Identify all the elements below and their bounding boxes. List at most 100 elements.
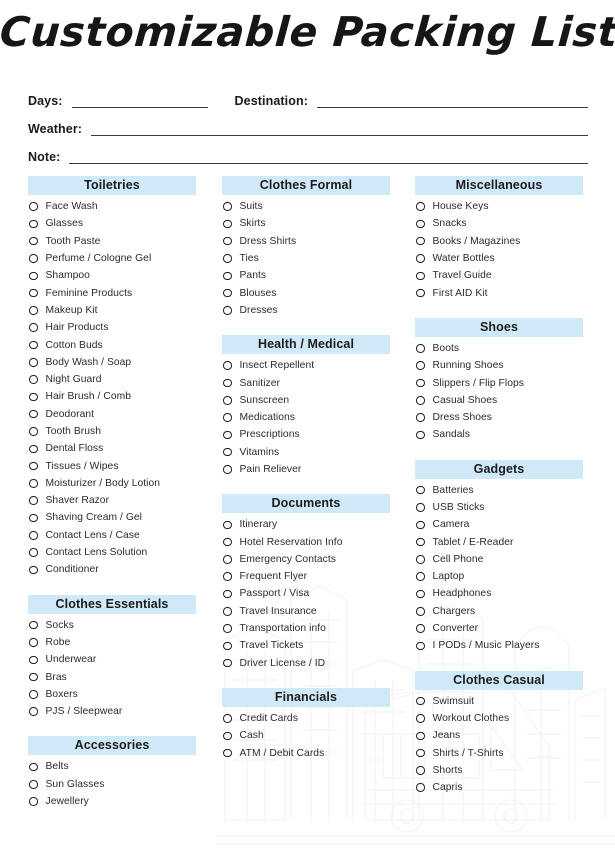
- checkbox-circle-icon[interactable]: [416, 731, 425, 741]
- list-item[interactable]: Casual Shoes: [415, 392, 583, 409]
- list-item[interactable]: Body Wash / Soap: [28, 354, 196, 371]
- list-item[interactable]: Medications: [222, 409, 390, 426]
- list-item[interactable]: Robe: [28, 634, 196, 651]
- checkbox-circle-icon[interactable]: [223, 465, 232, 474]
- checkbox-circle-icon[interactable]: [416, 254, 425, 263]
- list-item[interactable]: House Keys: [415, 198, 583, 215]
- list-item[interactable]: Skirts: [222, 215, 390, 232]
- checkbox-circle-icon[interactable]: [416, 572, 425, 581]
- checkbox-circle-icon[interactable]: [223, 271, 232, 281]
- list-item[interactable]: Boots: [415, 340, 583, 357]
- list-item[interactable]: Jeans: [415, 727, 583, 744]
- list-item[interactable]: Camera: [415, 516, 583, 533]
- list-item[interactable]: Driver License / ID: [222, 655, 390, 672]
- days-input[interactable]: [71, 96, 208, 108]
- list-item[interactable]: Makeup Kit: [28, 302, 196, 319]
- list-item[interactable]: Books / Magazines: [415, 233, 583, 250]
- list-item[interactable]: Contact Lens / Case: [28, 527, 196, 544]
- list-item[interactable]: Pain Reliever: [222, 461, 390, 478]
- checkbox-circle-icon[interactable]: [416, 344, 425, 353]
- list-item[interactable]: ATM / Debit Cards: [222, 744, 390, 761]
- list-item[interactable]: Night Guard: [28, 371, 196, 388]
- checkbox-circle-icon[interactable]: [29, 427, 38, 436]
- list-item[interactable]: Pants: [222, 267, 390, 284]
- list-item[interactable]: Conditioner: [28, 561, 196, 578]
- list-item[interactable]: Boxers: [28, 686, 196, 703]
- checkbox-circle-icon[interactable]: [416, 288, 425, 298]
- list-item[interactable]: Transportation info: [222, 620, 390, 637]
- note-input[interactable]: [69, 152, 588, 164]
- list-item[interactable]: Swimsuit: [415, 693, 583, 710]
- checkbox-circle-icon[interactable]: [416, 361, 425, 370]
- checkbox-circle-icon[interactable]: [416, 485, 425, 495]
- list-item[interactable]: Underwear: [28, 651, 196, 668]
- checkbox-circle-icon[interactable]: [29, 513, 38, 523]
- checkbox-circle-icon[interactable]: [416, 236, 425, 246]
- checkbox-circle-icon[interactable]: [29, 288, 38, 298]
- list-item[interactable]: Tablet / E-Reader: [415, 533, 583, 550]
- checkbox-circle-icon[interactable]: [416, 202, 425, 211]
- checkbox-circle-icon[interactable]: [29, 780, 38, 789]
- list-item[interactable]: Emergency Contacts: [222, 551, 390, 568]
- checkbox-circle-icon[interactable]: [29, 409, 38, 419]
- checkbox-circle-icon[interactable]: [223, 254, 232, 263]
- list-item[interactable]: Tooth Paste: [28, 233, 196, 250]
- checkbox-circle-icon[interactable]: [416, 624, 425, 633]
- list-item[interactable]: Shaving Cream / Gel: [28, 509, 196, 526]
- checkbox-circle-icon[interactable]: [223, 714, 232, 723]
- list-item[interactable]: Tooth Brush: [28, 423, 196, 440]
- list-item[interactable]: Running Shoes: [415, 357, 583, 374]
- checkbox-circle-icon[interactable]: [416, 766, 425, 775]
- checkbox-circle-icon[interactable]: [223, 520, 232, 530]
- checkbox-circle-icon[interactable]: [223, 236, 232, 246]
- checkbox-circle-icon[interactable]: [29, 655, 38, 665]
- list-item[interactable]: USB Sticks: [415, 499, 583, 516]
- list-item[interactable]: Perfume / Cologne Gel: [28, 250, 196, 267]
- checkbox-circle-icon[interactable]: [223, 572, 232, 581]
- list-item[interactable]: Converter: [415, 620, 583, 637]
- weather-input[interactable]: [91, 124, 588, 136]
- list-item[interactable]: Moisturizer / Body Lotion: [28, 475, 196, 492]
- list-item[interactable]: Hotel Reservation Info: [222, 533, 390, 550]
- list-item[interactable]: Frequent Flyer: [222, 568, 390, 585]
- list-item[interactable]: Dental Floss: [28, 440, 196, 457]
- checkbox-circle-icon[interactable]: [223, 731, 232, 741]
- checkbox-circle-icon[interactable]: [29, 236, 38, 246]
- list-item[interactable]: Cotton Buds: [28, 336, 196, 353]
- list-item[interactable]: Shirts / T-Shirts: [415, 744, 583, 761]
- checkbox-circle-icon[interactable]: [29, 496, 38, 505]
- checkbox-circle-icon[interactable]: [29, 620, 38, 630]
- list-item[interactable]: Ties: [222, 250, 390, 267]
- checkbox-circle-icon[interactable]: [29, 392, 38, 402]
- checkbox-circle-icon[interactable]: [416, 607, 425, 616]
- checkbox-circle-icon[interactable]: [29, 375, 38, 384]
- checkbox-circle-icon[interactable]: [416, 520, 425, 530]
- checkbox-circle-icon[interactable]: [29, 479, 38, 488]
- list-item[interactable]: Slippers / Flip Flops: [415, 374, 583, 391]
- list-item[interactable]: Credit Cards: [222, 710, 390, 727]
- list-item[interactable]: Dress Shoes: [415, 409, 583, 426]
- list-item[interactable]: Chargers: [415, 603, 583, 620]
- list-item[interactable]: Sanitizer: [222, 374, 390, 391]
- list-item[interactable]: Snacks: [415, 215, 583, 232]
- list-item[interactable]: Contact Lens Solution: [28, 544, 196, 561]
- list-item[interactable]: Deodorant: [28, 406, 196, 423]
- checkbox-circle-icon[interactable]: [29, 565, 38, 575]
- checkbox-circle-icon[interactable]: [223, 641, 232, 651]
- list-item[interactable]: Workout Clothes: [415, 710, 583, 727]
- list-item[interactable]: Cell Phone: [415, 551, 583, 568]
- checkbox-circle-icon[interactable]: [223, 413, 232, 422]
- list-item[interactable]: Water Bottles: [415, 250, 583, 267]
- list-item[interactable]: Cash: [222, 727, 390, 744]
- checkbox-circle-icon[interactable]: [416, 783, 425, 792]
- list-item[interactable]: Shaver Razor: [28, 492, 196, 509]
- list-item[interactable]: Itinerary: [222, 516, 390, 533]
- list-item[interactable]: Laptop: [415, 568, 583, 585]
- checkbox-circle-icon[interactable]: [223, 447, 232, 457]
- checkbox-circle-icon[interactable]: [223, 378, 232, 388]
- list-item[interactable]: Suits: [222, 198, 390, 215]
- checkbox-circle-icon[interactable]: [416, 696, 425, 706]
- checkbox-circle-icon[interactable]: [29, 323, 38, 332]
- list-item[interactable]: Belts: [28, 758, 196, 775]
- list-item[interactable]: Capris: [415, 779, 583, 796]
